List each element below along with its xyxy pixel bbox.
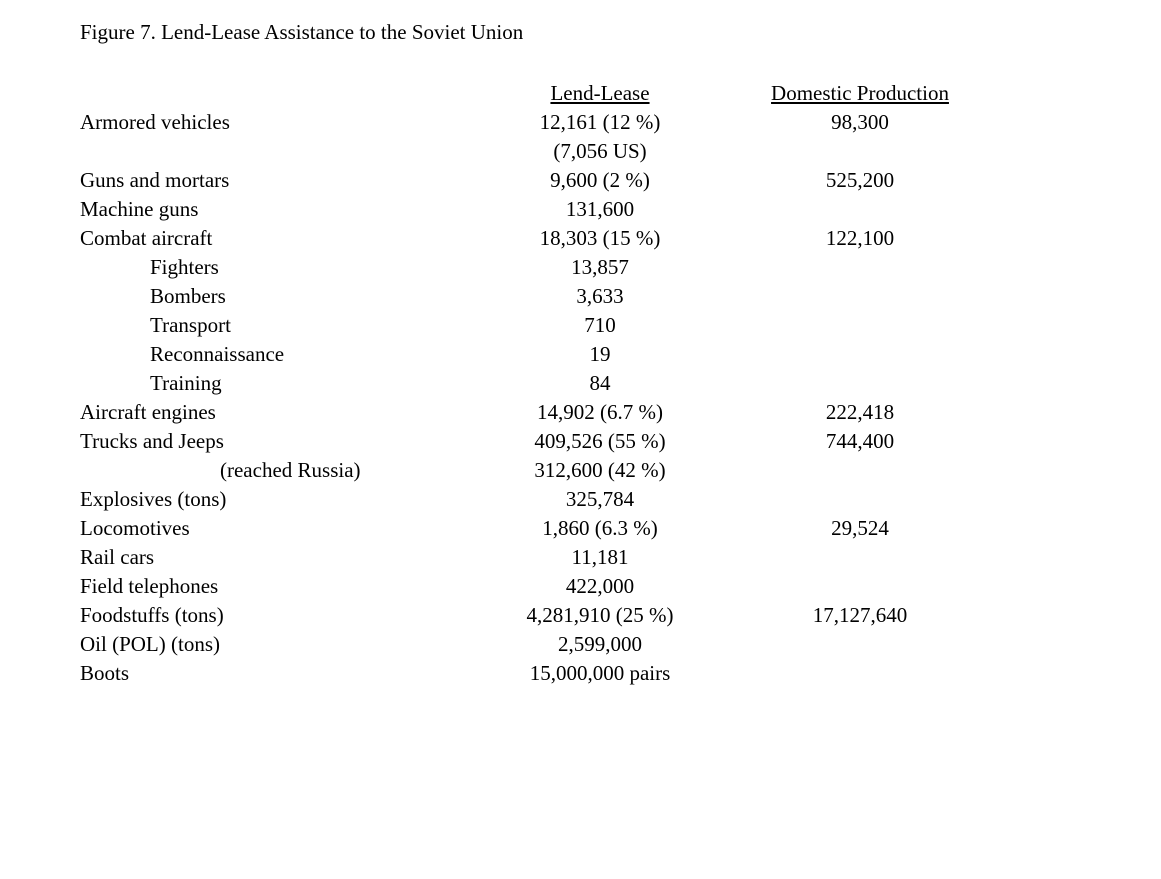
table-row-lendlease: 18,303 (15 %) bbox=[470, 226, 730, 251]
table-row-lendlease: 131,600 bbox=[470, 197, 730, 222]
table-row-lendlease: 312,600 (42 %) bbox=[470, 458, 730, 483]
table-row-domestic bbox=[730, 139, 990, 164]
table-row-domestic bbox=[730, 458, 990, 483]
table-row-lendlease: 11,181 bbox=[470, 545, 730, 570]
table-row-domestic: 525,200 bbox=[730, 168, 990, 193]
table-row-lendlease: 2,599,000 bbox=[470, 632, 730, 657]
table-row-label: Aircraft engines bbox=[80, 400, 470, 425]
table-row-label: Training bbox=[80, 371, 470, 396]
table-row-domestic: 744,400 bbox=[730, 429, 990, 454]
lend-lease-table: Lend-Lease Domestic Production Armored v… bbox=[80, 81, 1081, 686]
table-row-domestic bbox=[730, 342, 990, 367]
table-row-lendlease: 4,281,910 (25 %) bbox=[470, 603, 730, 628]
table-row-domestic bbox=[730, 661, 990, 686]
table-header-lendlease: Lend-Lease bbox=[470, 81, 730, 106]
table-row-lendlease: 13,857 bbox=[470, 255, 730, 280]
table-row-label: Reconnaissance bbox=[80, 342, 470, 367]
table-row-label: Guns and mortars bbox=[80, 168, 470, 193]
table-row-label: Oil (POL) (tons) bbox=[80, 632, 470, 657]
table-row-label: (reached Russia) bbox=[80, 458, 470, 483]
table-row-lendlease: 3,633 bbox=[470, 284, 730, 309]
table-row-label: Armored vehicles bbox=[80, 110, 470, 135]
table-row-domestic bbox=[730, 255, 990, 280]
table-row-domestic bbox=[730, 487, 990, 512]
table-row-domestic: 17,127,640 bbox=[730, 603, 990, 628]
table-row-lendlease: 409,526 (55 %) bbox=[470, 429, 730, 454]
table-row-label: Explosives (tons) bbox=[80, 487, 470, 512]
table-row-lendlease: 325,784 bbox=[470, 487, 730, 512]
table-row-domestic bbox=[730, 574, 990, 599]
table-row-domestic: 222,418 bbox=[730, 400, 990, 425]
table-row-domestic bbox=[730, 313, 990, 338]
table-row-label: Rail cars bbox=[80, 545, 470, 570]
table-row-lendlease: 14,902 (6.7 %) bbox=[470, 400, 730, 425]
table-row-lendlease: 422,000 bbox=[470, 574, 730, 599]
table-row-label: Locomotives bbox=[80, 516, 470, 541]
table-header-domestic: Domestic Production bbox=[730, 81, 990, 106]
table-row-domestic: 122,100 bbox=[730, 226, 990, 251]
table-row-lendlease: 710 bbox=[470, 313, 730, 338]
table-header-category bbox=[80, 81, 470, 106]
table-row-label: Trucks and Jeeps bbox=[80, 429, 470, 454]
table-row-label: Combat aircraft bbox=[80, 226, 470, 251]
table-row-lendlease: 9,600 (2 %) bbox=[470, 168, 730, 193]
table-row-domestic bbox=[730, 284, 990, 309]
table-row-domestic bbox=[730, 545, 990, 570]
table-row-label: Boots bbox=[80, 661, 470, 686]
table-row-label: Bombers bbox=[80, 284, 470, 309]
table-row-lendlease: (7,056 US) bbox=[470, 139, 730, 164]
table-row-lendlease: 12,161 (12 %) bbox=[470, 110, 730, 135]
table-row-domestic bbox=[730, 197, 990, 222]
table-row-lendlease: 84 bbox=[470, 371, 730, 396]
table-row-label: Machine guns bbox=[80, 197, 470, 222]
figure-title: Figure 7. Lend-Lease Assistance to the S… bbox=[80, 20, 1081, 45]
table-row-domestic bbox=[730, 632, 990, 657]
table-row-lendlease: 1,860 (6.3 %) bbox=[470, 516, 730, 541]
table-row-domestic bbox=[730, 371, 990, 396]
table-row-label: Field telephones bbox=[80, 574, 470, 599]
table-row-domestic: 98,300 bbox=[730, 110, 990, 135]
table-row-lendlease: 15,000,000 pairs bbox=[470, 661, 730, 686]
table-row-label bbox=[80, 139, 470, 164]
table-row-lendlease: 19 bbox=[470, 342, 730, 367]
table-row-label: Fighters bbox=[80, 255, 470, 280]
table-row-label: Transport bbox=[80, 313, 470, 338]
table-row-domestic: 29,524 bbox=[730, 516, 990, 541]
table-row-label: Foodstuffs (tons) bbox=[80, 603, 470, 628]
